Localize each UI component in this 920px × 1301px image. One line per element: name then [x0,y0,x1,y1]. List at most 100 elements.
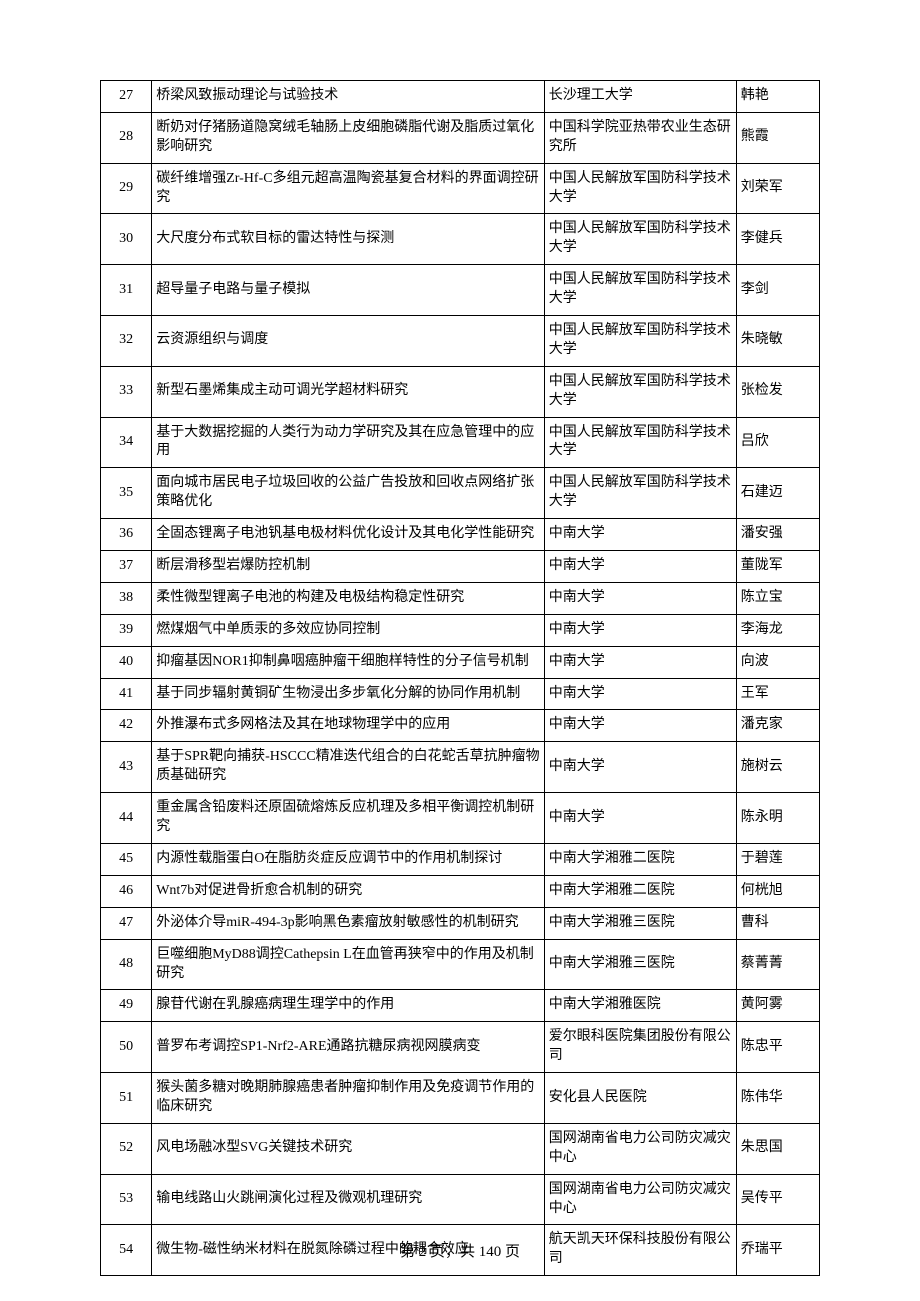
row-title: 外泌体介导miR-494-3p影响黑色素瘤放射敏感性的机制研究 [152,907,545,939]
row-number: 48 [101,939,152,990]
row-title: 超导量子电路与量子模拟 [152,265,545,316]
row-number: 29 [101,163,152,214]
table-row: 47外泌体介导miR-494-3p影响黑色素瘤放射敏感性的机制研究中南大学湘雅三… [101,907,820,939]
table-row: 34基于大数据挖掘的人类行为动力学研究及其在应急管理中的应用中国人民解放军国防科… [101,417,820,468]
table-row: 53输电线路山火跳闸演化过程及微观机理研究国网湖南省电力公司防灾减灾中心吴传平 [101,1174,820,1225]
row-title: 断层滑移型岩爆防控机制 [152,551,545,583]
row-person: 黄阿雾 [736,990,819,1022]
row-person: 陈忠平 [736,1022,819,1073]
row-title: 抑瘤基因NOR1抑制鼻咽癌肿瘤干细胞样特性的分子信号机制 [152,646,545,678]
row-title: 柔性微型锂离子电池的构建及电极结构稳定性研究 [152,582,545,614]
row-institution: 中南大学 [544,614,736,646]
row-title: 普罗布考调控SP1-Nrf2-ARE通路抗糖尿病视网膜病变 [152,1022,545,1073]
row-title: 云资源组织与调度 [152,316,545,367]
row-person: 何桄旭 [736,875,819,907]
row-title: 巨噬细胞MyD88调控Cathepsin L在血管再狭窄中的作用及机制研究 [152,939,545,990]
table-row: 42外推瀑布式多网格法及其在地球物理学中的应用中南大学潘克家 [101,710,820,742]
row-title: 大尺度分布式软目标的雷达特性与探测 [152,214,545,265]
row-title: 新型石墨烯集成主动可调光学超材料研究 [152,366,545,417]
table-row: 50普罗布考调控SP1-Nrf2-ARE通路抗糖尿病视网膜病变爱尔眼科医院集团股… [101,1022,820,1073]
table-row: 52风电场融冰型SVG关键技术研究国网湖南省电力公司防灾减灾中心朱思国 [101,1123,820,1174]
table-row: 41基于同步辐射黄铜矿生物浸出多步氧化分解的协同作用机制中南大学王军 [101,678,820,710]
row-title: 断奶对仔猪肠道隐窝绒毛轴肠上皮细胞磷脂代谢及脂质过氧化影响研究 [152,112,545,163]
row-number: 42 [101,710,152,742]
table-row: 30大尺度分布式软目标的雷达特性与探测中国人民解放军国防科学技术大学李健兵 [101,214,820,265]
table-row: 49腺苷代谢在乳腺癌病理生理学中的作用中南大学湘雅医院黄阿雾 [101,990,820,1022]
row-title: 基于同步辐射黄铜矿生物浸出多步氧化分解的协同作用机制 [152,678,545,710]
row-institution: 中南大学 [544,793,736,844]
row-institution: 中南大学 [544,582,736,614]
row-person: 施树云 [736,742,819,793]
row-title: 输电线路山火跳闸演化过程及微观机理研究 [152,1174,545,1225]
row-number: 43 [101,742,152,793]
row-person: 李海龙 [736,614,819,646]
row-title: Wnt7b对促进骨折愈合机制的研究 [152,875,545,907]
row-person: 陈伟华 [736,1073,819,1124]
table-row: 32云资源组织与调度中国人民解放军国防科学技术大学朱晓敏 [101,316,820,367]
row-number: 28 [101,112,152,163]
row-person: 李健兵 [736,214,819,265]
row-person: 陈永明 [736,793,819,844]
row-number: 35 [101,468,152,519]
data-table: 27桥梁风致振动理论与试验技术长沙理工大学韩艳28断奶对仔猪肠道隐窝绒毛轴肠上皮… [100,80,820,1276]
row-number: 33 [101,366,152,417]
row-institution: 国网湖南省电力公司防灾减灾中心 [544,1174,736,1225]
row-person: 曹科 [736,907,819,939]
row-person: 董陇军 [736,551,819,583]
row-title: 重金属含铅废料还原固硫熔炼反应机理及多相平衡调控机制研究 [152,793,545,844]
row-person: 张检发 [736,366,819,417]
row-person: 韩艳 [736,81,819,113]
row-institution: 国网湖南省电力公司防灾减灾中心 [544,1123,736,1174]
table-row: 40抑瘤基因NOR1抑制鼻咽癌肿瘤干细胞样特性的分子信号机制中南大学向波 [101,646,820,678]
row-institution: 中国人民解放军国防科学技术大学 [544,468,736,519]
row-institution: 中国科学院亚热带农业生态研究所 [544,112,736,163]
row-title: 风电场融冰型SVG关键技术研究 [152,1123,545,1174]
row-institution: 中南大学湘雅医院 [544,990,736,1022]
row-title: 桥梁风致振动理论与试验技术 [152,81,545,113]
row-person: 陈立宝 [736,582,819,614]
page-footer: 第 2 页，共 140 页 [0,1240,920,1261]
row-number: 36 [101,519,152,551]
row-institution: 中南大学 [544,519,736,551]
row-person: 朱思国 [736,1123,819,1174]
table-row: 28断奶对仔猪肠道隐窝绒毛轴肠上皮细胞磷脂代谢及脂质过氧化影响研究中国科学院亚热… [101,112,820,163]
row-number: 38 [101,582,152,614]
row-institution: 中南大学湘雅三医院 [544,907,736,939]
row-person: 刘荣军 [736,163,819,214]
row-institution: 中南大学 [544,742,736,793]
row-number: 37 [101,551,152,583]
row-person: 蔡菁菁 [736,939,819,990]
row-institution: 中南大学湘雅二医院 [544,875,736,907]
row-person: 石建迈 [736,468,819,519]
row-person: 吴传平 [736,1174,819,1225]
row-title: 腺苷代谢在乳腺癌病理生理学中的作用 [152,990,545,1022]
row-institution: 中国人民解放军国防科学技术大学 [544,163,736,214]
row-person: 李剑 [736,265,819,316]
row-institution: 中南大学 [544,551,736,583]
row-number: 49 [101,990,152,1022]
row-number: 52 [101,1123,152,1174]
row-person: 吕欣 [736,417,819,468]
row-person: 潘克家 [736,710,819,742]
row-institution: 中国人民解放军国防科学技术大学 [544,417,736,468]
row-institution: 爱尔眼科医院集团股份有限公司 [544,1022,736,1073]
row-institution: 中南大学 [544,678,736,710]
row-person: 朱晓敏 [736,316,819,367]
row-institution: 中南大学湘雅三医院 [544,939,736,990]
row-number: 44 [101,793,152,844]
row-number: 46 [101,875,152,907]
row-institution: 中南大学湘雅二医院 [544,843,736,875]
row-number: 30 [101,214,152,265]
table-row: 36全固态锂离子电池钒基电极材料优化设计及其电化学性能研究中南大学潘安强 [101,519,820,551]
row-person: 熊霞 [736,112,819,163]
table-row: 27桥梁风致振动理论与试验技术长沙理工大学韩艳 [101,81,820,113]
row-title: 全固态锂离子电池钒基电极材料优化设计及其电化学性能研究 [152,519,545,551]
table-row: 33新型石墨烯集成主动可调光学超材料研究中国人民解放军国防科学技术大学张检发 [101,366,820,417]
row-title: 碳纤维增强Zr-Hf-C多组元超高温陶瓷基复合材料的界面调控研究 [152,163,545,214]
row-number: 45 [101,843,152,875]
row-number: 34 [101,417,152,468]
row-person: 王军 [736,678,819,710]
table-row: 35面向城市居民电子垃圾回收的公益广告投放和回收点网络扩张策略优化中国人民解放军… [101,468,820,519]
row-title: 基于SPR靶向捕获-HSCCC精准迭代组合的白花蛇舌草抗肿瘤物质基础研究 [152,742,545,793]
row-institution: 中国人民解放军国防科学技术大学 [544,214,736,265]
